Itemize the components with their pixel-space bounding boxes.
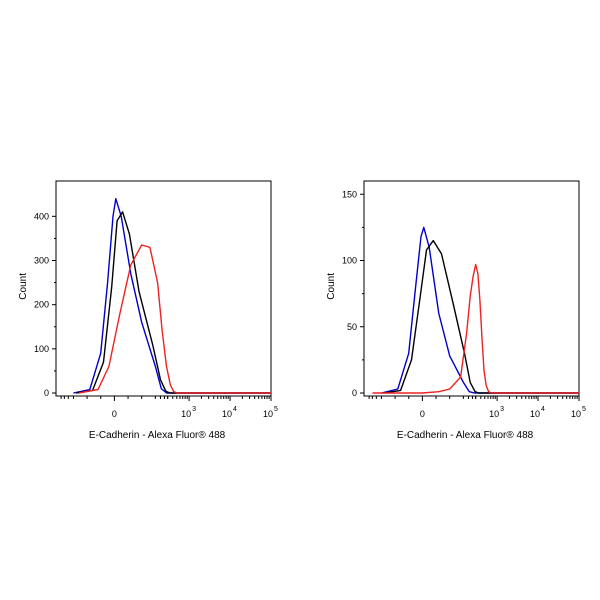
y-tick-label: 50 [347, 322, 357, 332]
x-tick-label: 10 [530, 409, 540, 419]
x-axis-title: E-Cadherin - Alexa Fluor® 488 [89, 430, 226, 441]
y-tick-label: 400 [34, 211, 49, 221]
series-line-2 [76, 211, 271, 394]
x-tick-label: 10 [222, 409, 232, 419]
y-tick-label: 150 [342, 189, 357, 199]
x-tick-label: 0 [420, 409, 425, 419]
x-tick-label: 0 [112, 409, 117, 419]
plot-frame [55, 180, 272, 397]
series-line-1 [73, 197, 271, 394]
y-tick-label: 100 [342, 256, 357, 266]
x-tick-label: 10 [489, 409, 499, 419]
y-axis-title: Count [18, 273, 29, 300]
y-tick-label: 0 [352, 388, 357, 398]
x-tick-exponent: 5 [274, 406, 278, 413]
x-tick-exponent: 5 [582, 406, 586, 413]
series-line-2 [384, 239, 579, 394]
y-tick-label: 200 [34, 300, 49, 310]
x-tick-exponent: 3 [500, 406, 504, 413]
x-tick-label: 10 [571, 409, 581, 419]
series-line-3 [78, 244, 271, 394]
y-axis-title: Count [326, 273, 337, 300]
x-tick-label: 10 [181, 409, 191, 419]
x-tick-exponent: 4 [541, 406, 545, 413]
x-axis-title: E-Cadherin - Alexa Fluor® 488 [397, 430, 534, 441]
plot-frame [363, 180, 580, 397]
x-tick-exponent: 3 [192, 406, 196, 413]
y-tick-label: 300 [34, 256, 49, 266]
x-tick-exponent: 4 [233, 406, 237, 413]
series-line-3 [372, 263, 579, 394]
y-tick-label: 100 [34, 344, 49, 354]
x-tick-label: 10 [263, 409, 273, 419]
y-tick-label: 0 [44, 388, 49, 398]
